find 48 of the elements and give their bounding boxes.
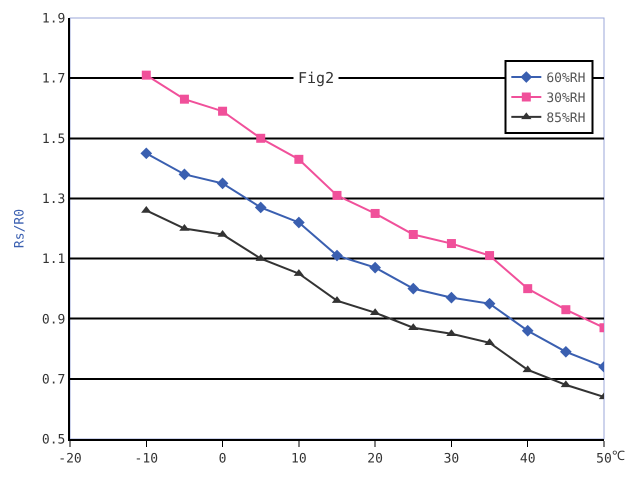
point: [178, 168, 190, 180]
y-tick-label: 0.5: [42, 432, 66, 448]
point: [485, 251, 494, 260]
x-tick-label: -10: [134, 452, 158, 467]
y-tick-label: 1.5: [42, 132, 66, 147]
point: [254, 202, 267, 214]
x-axis-title: ℃: [612, 449, 625, 464]
point: [446, 239, 456, 248]
point: [407, 282, 420, 294]
point: [218, 106, 228, 116]
y-tick-label: 1.1: [42, 252, 66, 268]
point: [369, 262, 381, 274]
x-tick-label: 20: [367, 452, 383, 467]
point: [560, 346, 572, 358]
point: [408, 230, 418, 240]
y-tick-label: 0.9: [42, 312, 66, 328]
point: [256, 134, 266, 143]
x-tick-label: 40: [520, 452, 536, 467]
point: [294, 154, 304, 164]
y-tick-label: 1.3: [42, 192, 66, 207]
x-tick-label: 30: [444, 452, 460, 467]
x-tick-label: 10: [291, 452, 307, 467]
point: [484, 298, 496, 310]
point: [142, 70, 151, 80]
legend-label: 60%RH: [546, 71, 586, 86]
text: Fig2: [298, 69, 334, 87]
legend-label: 30%RH: [546, 91, 586, 106]
point: [523, 284, 532, 294]
point: [522, 324, 534, 337]
y-tick-label: 0.7: [42, 372, 66, 388]
x-tick-label: 0: [218, 452, 226, 467]
point: [180, 94, 189, 104]
point: [561, 305, 570, 314]
legend-label: 85%RH: [546, 110, 586, 126]
point: [141, 206, 152, 213]
point: [216, 178, 228, 190]
point: [370, 208, 380, 218]
x-tick-label: 50: [596, 452, 612, 467]
point: [293, 216, 305, 228]
y-tick-label: 1.7: [42, 72, 66, 87]
y-axis-title: Rs/R0: [12, 208, 28, 248]
point: [332, 190, 342, 200]
x-tick-label: -20: [58, 452, 82, 467]
y-tick-label: 1.9: [42, 12, 66, 27]
point: [331, 250, 343, 262]
point: [522, 365, 533, 372]
point: [140, 147, 152, 160]
point: [446, 292, 458, 304]
